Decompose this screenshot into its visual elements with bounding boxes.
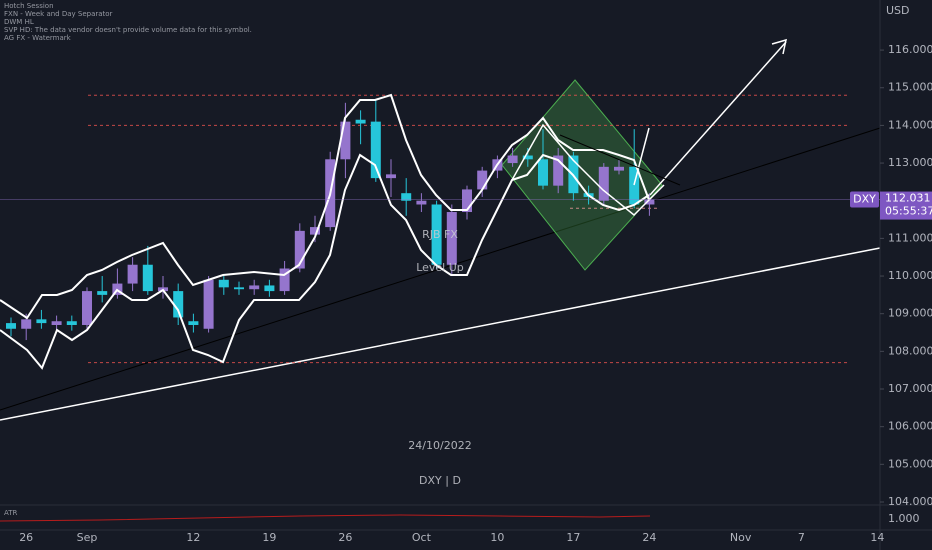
candle-body	[644, 199, 655, 205]
atr-axis-label: 1.000	[888, 512, 920, 525]
channel	[511, 123, 665, 217]
arrow	[649, 41, 787, 196]
candle-body	[249, 285, 260, 290]
candle-body	[401, 193, 412, 201]
y-tick-label: 106.000	[888, 420, 932, 433]
indicator-label: AG FX - Watermark	[4, 34, 72, 42]
candle-body	[310, 227, 320, 235]
candle-body	[6, 323, 16, 329]
x-tick-label: 24	[642, 531, 656, 544]
candle-body	[477, 170, 488, 190]
candle-body	[370, 121, 381, 179]
x-tick-label: Oct	[412, 531, 432, 544]
indicator-label: DWM HL	[4, 18, 34, 26]
indicator-label: Hotch Session	[4, 2, 54, 10]
trend-line	[559, 134, 681, 186]
candle-body	[522, 155, 533, 160]
trend-line	[0, 247, 881, 421]
candle-body	[51, 321, 62, 325]
symbol-tag-label: DXY	[853, 193, 876, 206]
symbol-tag	[850, 191, 879, 208]
x-tick-label: 19	[262, 531, 276, 544]
y-tick-label: 105.000	[888, 457, 932, 470]
candle-body	[538, 159, 548, 186]
lower-band	[0, 153, 650, 370]
y-tick-label: 108.000	[888, 344, 932, 357]
x-tick-label: Nov	[730, 531, 752, 544]
currency: USD	[886, 4, 910, 17]
candle-body	[355, 119, 366, 124]
candle-body	[340, 121, 351, 160]
candle-body	[279, 268, 290, 292]
atr-line	[0, 514, 651, 522]
atr-title: ATR	[4, 509, 18, 517]
candle-body	[97, 291, 108, 295]
x-tick-label: 14	[870, 531, 884, 544]
candle-body	[598, 166, 609, 201]
price-tag-label: 112.031	[885, 192, 931, 205]
projection	[633, 127, 650, 186]
watermark-ticker: DXY | D	[419, 474, 461, 487]
indicator-label: FXN - Week and Day Separator	[4, 10, 113, 18]
candle-body	[203, 279, 214, 329]
candle-body	[82, 291, 92, 325]
candle-body	[127, 264, 138, 284]
x-tick-label: Sep	[77, 531, 98, 544]
candle-body	[264, 285, 275, 292]
candle-body	[36, 319, 47, 324]
trend-line	[0, 127, 881, 411]
watermark-date: 24/10/2022	[408, 439, 471, 452]
y-tick-label: 115.000	[888, 81, 932, 94]
watermark-brand: RJB FX	[422, 228, 458, 241]
countdown-label: 05:55:37	[885, 205, 932, 218]
y-tick-label: 107.000	[888, 382, 932, 395]
candle-body	[553, 155, 564, 186]
candle-body	[614, 166, 624, 171]
y-tick-label: 110.000	[888, 269, 932, 282]
candle-body	[294, 230, 305, 269]
candle-body	[431, 204, 442, 265]
candle-body	[416, 200, 427, 205]
x-tick-label: 17	[566, 531, 580, 544]
watermark-tagline: Level Up	[416, 261, 464, 274]
candle-body	[386, 174, 396, 179]
candle-body	[66, 321, 77, 325]
overlay	[0, 38, 787, 370]
y-tick-label: 113.000	[888, 156, 932, 169]
price-tag	[880, 191, 932, 220]
x-tick-label: 26	[19, 531, 33, 544]
y-tick-label: 104.000	[888, 495, 932, 508]
candle-body	[462, 189, 472, 213]
indicator-label: SVP HD: The data vendor doesn't provide …	[4, 26, 252, 34]
candle-body	[446, 212, 457, 265]
candle-body	[234, 287, 244, 290]
x-tick-label: 7	[798, 531, 805, 544]
candle-body	[173, 291, 184, 318]
x-tick-label: 12	[186, 531, 200, 544]
arrow-head	[771, 38, 787, 55]
candle-body	[21, 319, 32, 329]
candle-body	[188, 321, 199, 325]
x-tick-label: 26	[338, 531, 352, 544]
candle-body	[507, 155, 518, 164]
y-tick-label: 109.000	[888, 307, 932, 320]
watermark: RJB FX Level Up 24/10/2022 DXY | D	[408, 228, 471, 487]
y-tick-label: 114.000	[888, 118, 932, 131]
y-tick-label: 116.000	[888, 43, 932, 56]
candle-body	[218, 279, 229, 288]
candle-body	[142, 264, 153, 292]
candle-body	[629, 166, 640, 205]
upper-band	[0, 93, 650, 320]
y-tick-label: 111.000	[888, 231, 932, 244]
x-tick-label: 10	[490, 531, 504, 544]
